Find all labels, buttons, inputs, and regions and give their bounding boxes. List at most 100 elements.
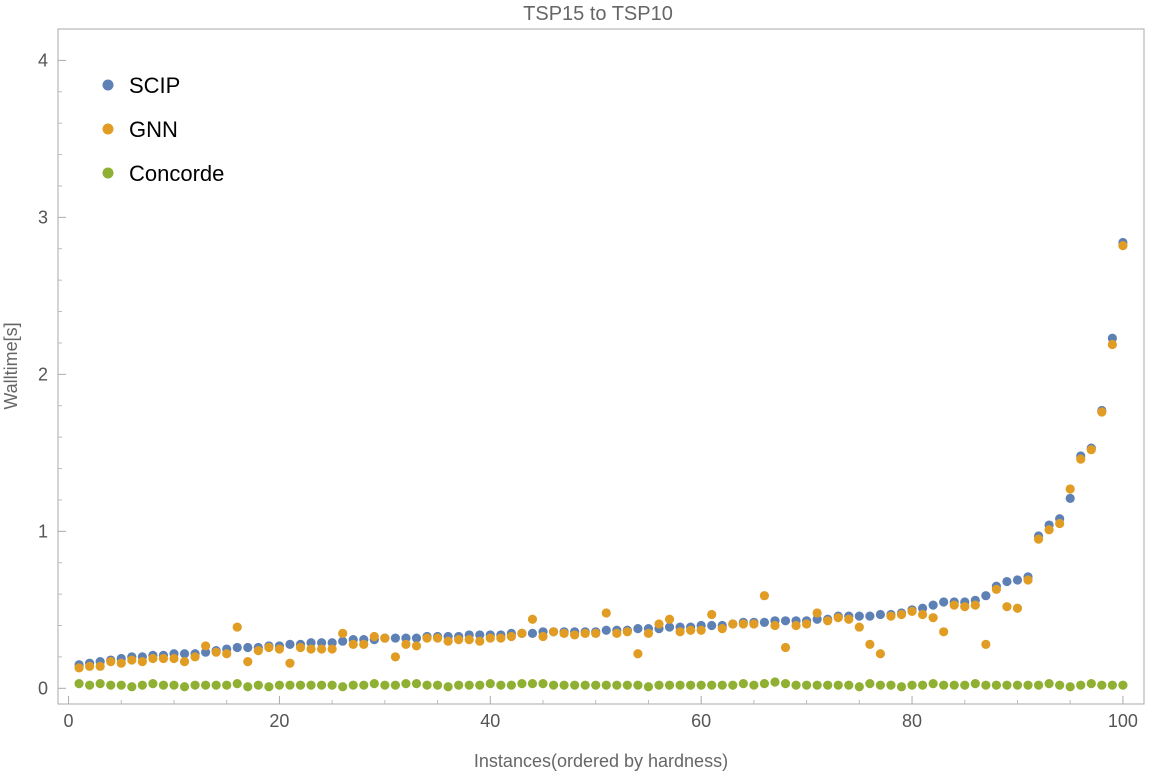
concorde-point	[496, 680, 506, 690]
gnn-point	[939, 627, 949, 637]
concorde-point	[896, 682, 907, 692]
legend-label-scip: SCIP	[129, 73, 180, 98]
concorde-point	[622, 680, 632, 690]
scip-point	[527, 628, 538, 638]
gnn-point	[633, 649, 643, 659]
gnn-point	[527, 614, 538, 624]
gnn-point	[190, 652, 200, 662]
concorde-point	[243, 682, 253, 692]
concorde-point	[1118, 680, 1128, 690]
concorde-point	[686, 680, 696, 690]
concorde-point	[1086, 678, 1096, 689]
concorde-point	[886, 680, 896, 690]
gnn-point	[338, 628, 348, 638]
gnn-point	[359, 639, 369, 649]
gnn-point	[422, 633, 432, 643]
concorde-point	[253, 680, 263, 690]
concorde-point	[158, 680, 169, 690]
concorde-point	[106, 680, 116, 690]
concorde-point	[780, 678, 791, 689]
gnn-point	[1118, 241, 1128, 251]
concorde-point	[591, 680, 601, 690]
gnn-point	[243, 657, 253, 667]
gnn-point	[274, 644, 285, 654]
gnn-point	[960, 602, 970, 612]
concorde-point	[728, 680, 738, 690]
gnn-point	[380, 633, 390, 643]
concorde-point	[664, 680, 675, 690]
concorde-point	[222, 680, 232, 690]
legend-label-concorde: Concorde	[129, 161, 224, 186]
concorde-point	[517, 678, 527, 689]
gnn-point	[812, 608, 822, 618]
gnn-point	[348, 639, 358, 649]
gnn-point	[201, 641, 211, 651]
concorde-point	[74, 678, 84, 689]
concorde-point	[148, 678, 158, 689]
concorde-point	[527, 678, 538, 689]
y-tick-label: 1	[38, 521, 48, 541]
concorde-point	[485, 678, 495, 689]
gnn-point	[707, 609, 717, 620]
concorde-point	[675, 680, 685, 690]
concorde-point	[538, 678, 548, 689]
scip-point	[981, 591, 991, 601]
y-tick-label: 2	[38, 364, 48, 384]
concorde-point	[137, 680, 147, 690]
concorde-point	[643, 682, 654, 692]
gnn-point	[411, 641, 422, 651]
concorde-point	[1002, 680, 1012, 690]
legend-marker-gnn	[102, 123, 114, 135]
scip-point	[1012, 575, 1023, 585]
concorde-point	[696, 680, 706, 690]
legend: SCIP GNN Concorde	[102, 73, 224, 186]
gnn-point	[327, 644, 337, 654]
concorde-point	[738, 678, 748, 689]
concorde-point	[422, 680, 432, 690]
scip-point	[601, 625, 611, 635]
concorde-point	[338, 682, 348, 692]
concorde-point	[1065, 682, 1075, 692]
concorde-point	[432, 680, 443, 690]
x-axis: 0 20 40 60 80 100	[64, 696, 1138, 731]
concorde-point	[169, 680, 179, 690]
scip-point	[707, 620, 717, 631]
gnn-point	[222, 649, 232, 659]
concorde-point	[285, 680, 295, 690]
concorde-point	[770, 677, 780, 687]
gnn-point	[316, 644, 327, 654]
concorde-point	[506, 680, 516, 690]
gnn-point	[137, 657, 147, 667]
gnn-point	[875, 649, 886, 659]
gnn-point	[591, 628, 601, 638]
scip-point	[633, 624, 643, 634]
gnn-point	[612, 628, 622, 638]
gnn-point	[95, 661, 105, 671]
gnn-point	[432, 633, 443, 643]
concorde-point	[717, 680, 727, 690]
gnn-point	[780, 642, 791, 653]
data-points	[74, 237, 1128, 692]
gnn-point	[401, 639, 411, 649]
gnn-point	[696, 625, 706, 635]
gnn-point	[896, 609, 907, 620]
concorde-point	[833, 680, 843, 690]
gnn-point	[127, 655, 137, 665]
gnn-point	[601, 608, 611, 618]
x-tick-label: 0	[64, 711, 74, 731]
gnn-point	[791, 620, 801, 631]
gnn-point	[548, 627, 559, 637]
concorde-point	[127, 682, 137, 692]
concorde-point	[95, 678, 105, 689]
concorde-point	[190, 680, 200, 690]
gnn-point	[106, 657, 116, 667]
gnn-point	[770, 620, 780, 631]
concorde-point	[939, 680, 949, 690]
scip-point	[928, 600, 938, 610]
concorde-point	[475, 680, 485, 690]
concorde-point	[1055, 680, 1065, 690]
y-tick-label: 4	[38, 50, 48, 70]
gnn-point	[823, 616, 833, 626]
concorde-point	[1097, 680, 1107, 690]
gnn-point	[907, 606, 917, 616]
